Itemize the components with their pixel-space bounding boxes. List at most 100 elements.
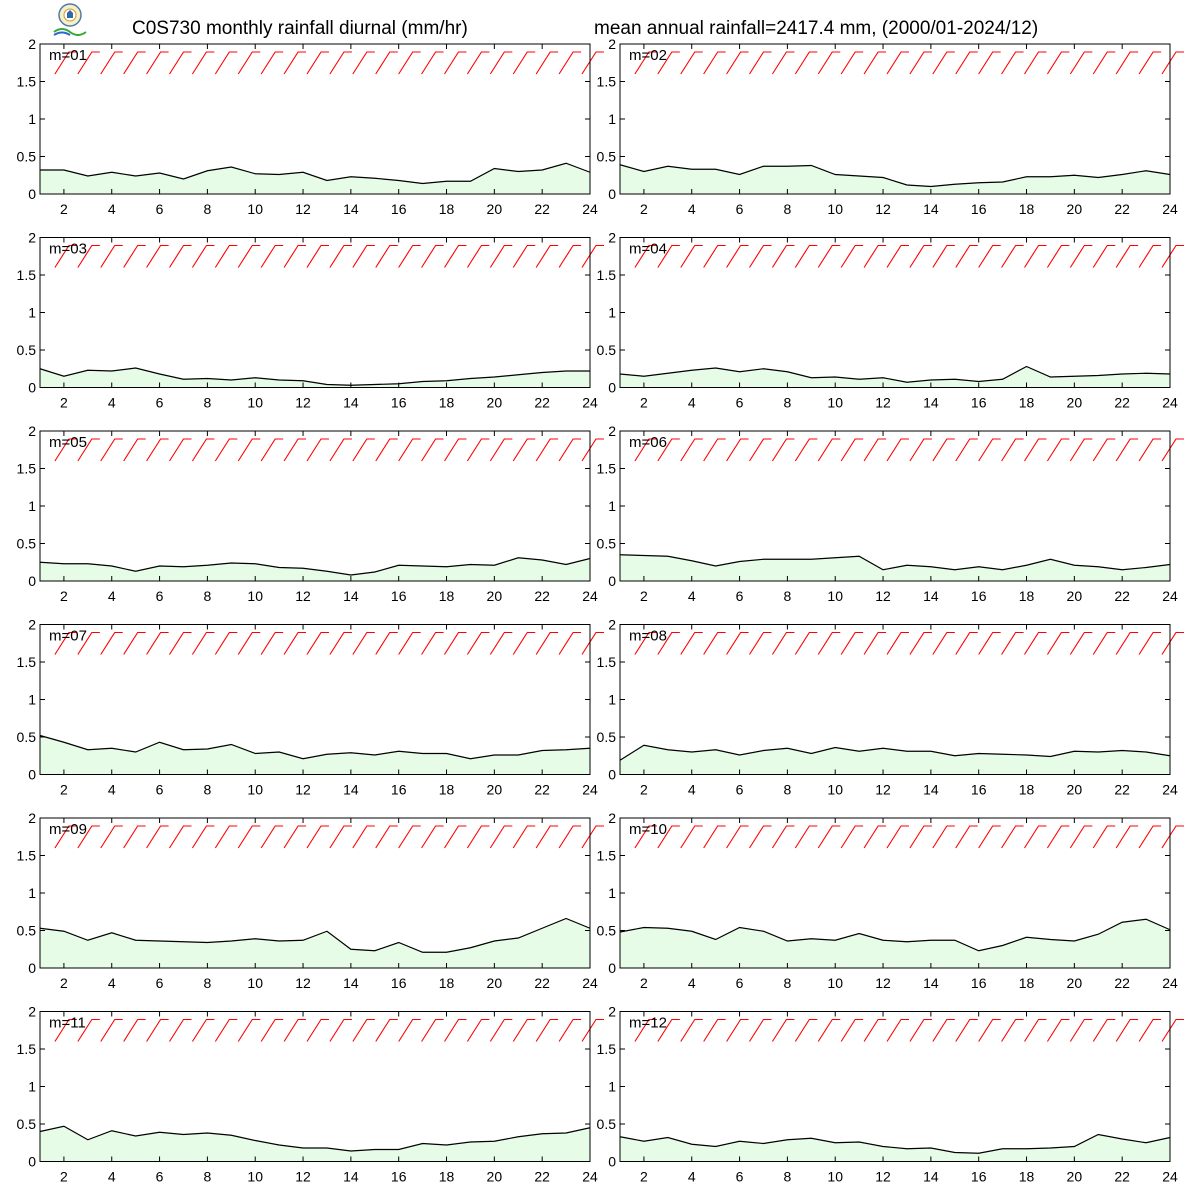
wind-barb-icon bbox=[886, 631, 909, 655]
wind-barb-icon bbox=[444, 438, 467, 462]
x-tick-label: 22 bbox=[534, 201, 550, 217]
wind-barb-icon bbox=[978, 51, 1001, 75]
x-tick-label: 20 bbox=[1067, 782, 1083, 798]
panel-label: m=05 bbox=[49, 434, 87, 451]
y-tick-label: 0.5 bbox=[597, 342, 617, 358]
wind-barb-icon bbox=[1092, 438, 1116, 462]
wind-barb-icon bbox=[1024, 1018, 1047, 1042]
wind-barb-icon bbox=[909, 1018, 932, 1042]
wind-barb-icon bbox=[909, 825, 932, 849]
wind-barb-icon bbox=[955, 825, 978, 849]
x-tick-label: 8 bbox=[783, 975, 791, 991]
x-tick-label: 4 bbox=[688, 975, 696, 991]
wind-barb-icon bbox=[1138, 438, 1162, 462]
wind-barb-icon bbox=[214, 631, 238, 655]
wind-barb-icon bbox=[466, 244, 490, 268]
y-tick-label: 0 bbox=[608, 380, 616, 396]
x-tick-label: 22 bbox=[1114, 201, 1130, 217]
y-tick-label: 2 bbox=[608, 423, 616, 439]
x-tick-label: 18 bbox=[1019, 1169, 1035, 1185]
wind-barb-icon bbox=[680, 825, 703, 849]
y-tick-label: 2 bbox=[28, 230, 36, 246]
x-tick-label: 2 bbox=[60, 588, 68, 604]
wind-barb-icon bbox=[794, 438, 818, 462]
wind-barb-icon bbox=[726, 438, 749, 462]
x-tick-label: 18 bbox=[1019, 588, 1035, 604]
x-tick-label: 24 bbox=[582, 588, 598, 604]
wind-barb-icon bbox=[771, 1018, 795, 1042]
x-tick-label: 18 bbox=[439, 1169, 455, 1185]
x-tick-label: 14 bbox=[923, 395, 939, 411]
wind-barb-icon bbox=[352, 438, 375, 462]
wind-barb-icon bbox=[909, 631, 932, 655]
x-tick-label: 4 bbox=[108, 201, 116, 217]
y-tick-label: 1 bbox=[28, 692, 36, 708]
x-tick-label: 6 bbox=[736, 975, 744, 991]
y-tick-label: 1 bbox=[608, 692, 616, 708]
y-tick-label: 2 bbox=[608, 1004, 616, 1020]
wind-barb-icon bbox=[581, 244, 604, 268]
wind-barb-icon bbox=[123, 244, 146, 268]
wind-barb-icon bbox=[726, 1018, 749, 1042]
wind-barb-icon bbox=[398, 244, 421, 268]
wind-barb-icon bbox=[237, 438, 261, 462]
wind-barb-icon bbox=[169, 438, 192, 462]
y-tick-label: 1.5 bbox=[17, 1041, 37, 1057]
x-tick-label: 14 bbox=[343, 395, 359, 411]
chart-title-right: mean annual rainfall=2417.4 mm, (2000/01… bbox=[594, 18, 1039, 39]
wind-barb-icon bbox=[260, 244, 284, 268]
wind-barb-icon bbox=[375, 244, 398, 268]
x-tick-label: 10 bbox=[247, 975, 263, 991]
wind-barb-icon bbox=[169, 51, 192, 75]
wind-barb-icon bbox=[444, 1018, 467, 1042]
x-tick-label: 14 bbox=[343, 975, 359, 991]
wind-barb-icon bbox=[1069, 825, 1093, 849]
wind-barb-icon bbox=[100, 244, 123, 268]
x-tick-label: 12 bbox=[875, 201, 891, 217]
wind-barb-icon bbox=[1069, 438, 1093, 462]
x-tick-label: 8 bbox=[203, 588, 211, 604]
x-tick-label: 16 bbox=[971, 588, 987, 604]
wind-barb-icon bbox=[535, 631, 559, 655]
x-tick-label: 16 bbox=[971, 1169, 987, 1185]
y-tick-label: 0 bbox=[608, 573, 616, 589]
rainfall-area bbox=[40, 1126, 590, 1162]
wind-barb-icon bbox=[955, 631, 978, 655]
wind-barb-icon bbox=[260, 1018, 284, 1042]
y-tick-label: 0 bbox=[608, 767, 616, 783]
wind-barb-icon bbox=[512, 438, 536, 462]
x-tick-label: 6 bbox=[156, 395, 164, 411]
rainfall-line bbox=[619, 554, 1171, 571]
wind-barb-icon bbox=[146, 1018, 169, 1042]
wind-barb-icon bbox=[1069, 1018, 1093, 1042]
x-tick-label: 18 bbox=[1019, 782, 1035, 798]
y-tick-label: 1.5 bbox=[597, 461, 617, 477]
wind-barb-icon bbox=[1001, 631, 1024, 655]
wind-barb-icon bbox=[634, 438, 657, 462]
panel-m-08: 00.511.522 4 6 8 10 12 14 16 18 20 22 24m=08 bbox=[597, 617, 1184, 798]
wind-barb-icon bbox=[1092, 1018, 1116, 1042]
wind-barb-icon bbox=[657, 51, 680, 75]
wind-barb-icon bbox=[260, 631, 284, 655]
wind-barb-icon bbox=[771, 244, 795, 268]
x-tick-label: 24 bbox=[582, 395, 598, 411]
y-tick-label: 2 bbox=[28, 810, 36, 826]
x-tick-label: 24 bbox=[1162, 201, 1178, 217]
wind-barb-icon bbox=[1161, 631, 1184, 655]
y-tick-label: 0.5 bbox=[17, 342, 37, 358]
y-tick-label: 2 bbox=[608, 36, 616, 52]
x-tick-label: 6 bbox=[156, 975, 164, 991]
x-tick-label: 16 bbox=[391, 1169, 407, 1185]
x-tick-label: 22 bbox=[534, 975, 550, 991]
wind-barb-icon bbox=[886, 438, 909, 462]
wind-barb-icon bbox=[421, 51, 444, 75]
wind-barb-icon bbox=[955, 438, 978, 462]
wind-barb-icon bbox=[306, 51, 329, 75]
wind-barb-icon bbox=[146, 51, 169, 75]
x-tick-label: 14 bbox=[343, 1169, 359, 1185]
wind-barb-icon bbox=[1046, 631, 1070, 655]
panel-m-09: 00.511.522 4 6 8 10 12 14 16 18 20 22 24m=09 bbox=[17, 810, 604, 991]
wind-barb-icon bbox=[466, 631, 490, 655]
wind-barb-icon bbox=[123, 438, 146, 462]
x-tick-label: 20 bbox=[1067, 588, 1083, 604]
